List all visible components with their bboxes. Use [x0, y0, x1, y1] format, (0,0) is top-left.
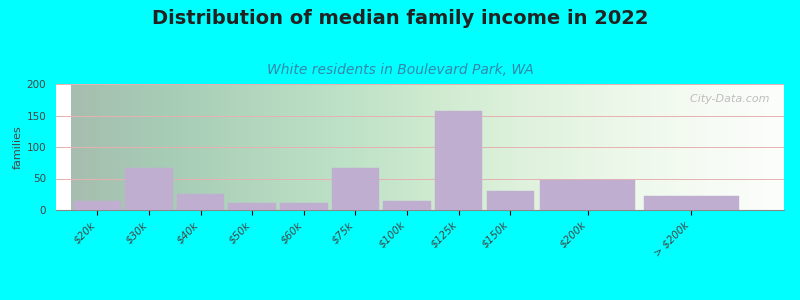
Bar: [74, 200, 121, 210]
Bar: [540, 180, 635, 210]
Text: White residents in Boulevard Park, WA: White residents in Boulevard Park, WA: [266, 63, 534, 77]
Bar: [486, 191, 534, 210]
Bar: [280, 203, 327, 210]
Y-axis label: families: families: [12, 125, 22, 169]
Bar: [435, 111, 482, 210]
Bar: [177, 194, 224, 210]
Bar: [229, 203, 276, 210]
Bar: [383, 200, 431, 210]
Text: City-Data.com: City-Data.com: [683, 94, 770, 104]
Bar: [125, 168, 173, 210]
Bar: [643, 196, 738, 210]
Bar: [332, 168, 379, 210]
Text: Distribution of median family income in 2022: Distribution of median family income in …: [152, 9, 648, 28]
